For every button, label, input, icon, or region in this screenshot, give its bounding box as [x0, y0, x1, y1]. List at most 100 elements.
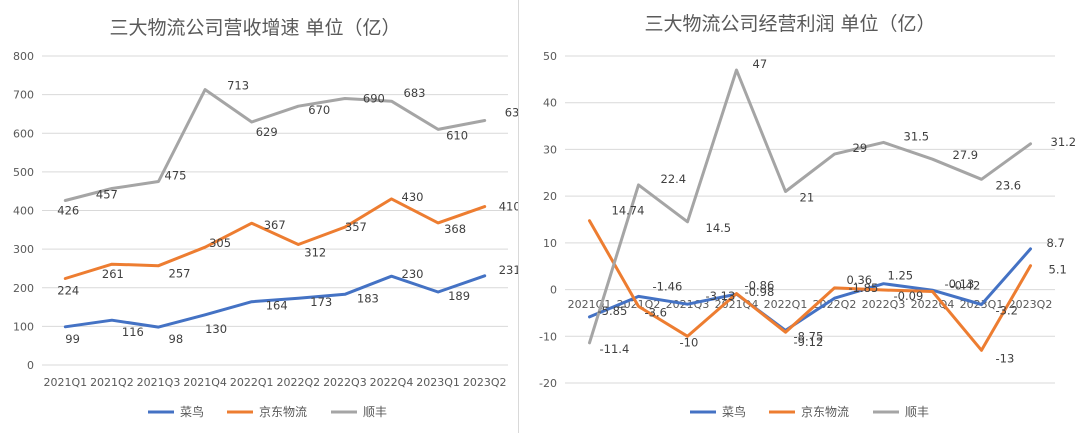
data-label: 99	[65, 332, 80, 346]
data-label: 164	[266, 299, 288, 313]
data-label: -0.98	[745, 285, 775, 299]
data-label: 633	[505, 106, 518, 120]
chart-title: 三大物流公司经营利润 单位（亿）	[644, 13, 935, 35]
data-label: -3.6	[645, 305, 667, 319]
data-label: 14.74	[612, 204, 645, 218]
data-label: 690	[363, 91, 385, 105]
data-label: 31.5	[904, 129, 930, 143]
data-label: 8.7	[1047, 236, 1065, 250]
chart-title: 三大物流公司营收增速 单位（亿）	[109, 17, 400, 39]
x-tick-label: 2022Q2	[276, 376, 320, 389]
x-tick-label: 2022Q3	[862, 298, 906, 311]
x-tick-label: 2022Q4	[911, 298, 955, 311]
data-label: 410	[499, 200, 518, 214]
data-label: 610	[446, 128, 468, 142]
y-tick-label: 200	[13, 282, 34, 295]
series-line-3	[588, 68, 1032, 345]
y-tick-label: 300	[13, 243, 34, 256]
data-label: -0.13	[945, 277, 975, 291]
data-label: 457	[96, 187, 118, 201]
y-tick-label: 50	[543, 50, 557, 63]
data-label: 98	[169, 332, 184, 346]
x-tick-label: 2023Q2	[463, 376, 507, 389]
x-tick-label: 2023Q2	[1009, 298, 1053, 311]
data-label: 5.1	[1049, 263, 1067, 277]
data-label: 47	[753, 57, 768, 71]
y-tick-label: 100	[13, 320, 34, 333]
y-tick-label: 0	[27, 359, 34, 372]
data-label: 21	[800, 190, 815, 204]
x-tick-label: 2022Q1	[764, 298, 808, 311]
legend-label: 顺丰	[905, 405, 929, 419]
data-label: 14.5	[706, 221, 732, 235]
y-tick-label: 800	[13, 50, 34, 63]
x-tick-label: 2021Q1	[43, 376, 87, 389]
data-label: 261	[102, 267, 124, 281]
data-label: -1.46	[653, 279, 683, 293]
y-tick-label: 400	[13, 205, 34, 218]
data-label: 430	[402, 190, 424, 204]
legend-label: 京东物流	[259, 405, 307, 419]
x-tick-label: 2022Q1	[230, 376, 274, 389]
series-line-1	[63, 274, 487, 329]
data-label: 475	[165, 169, 187, 183]
y-tick-label: 20	[543, 190, 557, 203]
data-label: -8.75	[794, 329, 824, 343]
data-label: 231	[499, 263, 518, 277]
legend-label: 顺丰	[363, 405, 387, 419]
data-label: -9.12	[794, 335, 824, 349]
y-tick-label: 0	[550, 284, 557, 297]
series-line-2	[63, 197, 487, 280]
data-label: 130	[205, 322, 227, 336]
data-label: 224	[57, 283, 79, 297]
y-tick-label: 500	[13, 166, 34, 179]
x-tick-label: 2023Q1	[416, 376, 460, 389]
data-label: 173	[310, 295, 332, 309]
series-line-1	[588, 247, 1032, 332]
data-label: 1.25	[888, 269, 914, 283]
x-tick-label: 2021Q2	[90, 376, 134, 389]
data-label: 426	[57, 203, 79, 217]
data-label: 183	[357, 291, 379, 305]
data-label: -0.86	[745, 279, 775, 293]
data-label: 22.4	[661, 172, 687, 186]
legend-label: 菜鸟	[722, 404, 746, 419]
data-label: 27.9	[953, 148, 979, 162]
x-tick-label: 2021Q4	[183, 376, 227, 389]
x-tick-label: 2021Q3	[137, 376, 181, 389]
y-tick-label: 30	[543, 143, 557, 156]
legend-label: 菜鸟	[180, 404, 204, 419]
data-label: 368	[444, 222, 466, 236]
data-label: -0.42	[951, 279, 981, 293]
data-label: -13	[996, 351, 1015, 365]
data-label: 305	[209, 236, 231, 250]
x-tick-label: 2022Q4	[370, 376, 414, 389]
data-label: 0.36	[847, 273, 873, 287]
data-label: -1.85	[849, 281, 879, 295]
y-tick-label: 40	[543, 97, 557, 110]
y-tick-label: -20	[539, 377, 557, 390]
data-label: 31.2	[1051, 135, 1077, 149]
data-label: -11.4	[600, 342, 630, 356]
data-label: 257	[169, 267, 191, 281]
data-label: -5.85	[598, 304, 628, 318]
x-tick-label: 2022Q3	[323, 376, 367, 389]
legend-label: 京东物流	[801, 405, 849, 419]
profit-chart-panel: 三大物流公司经营利润 单位（亿） -20 -10 0 10 20 30 40 50 2021Q1 2…	[520, 0, 1080, 433]
y-tick-label: 700	[13, 89, 34, 102]
data-label: -0.09	[894, 289, 924, 303]
data-label: 29	[853, 141, 868, 155]
y-tick-label: -10	[539, 330, 557, 343]
x-tick-label: 2022Q2	[813, 298, 857, 311]
data-label: 189	[448, 289, 470, 303]
data-label: 629	[256, 125, 278, 139]
revenue-line-chart: 三大物流公司营收增速 单位（亿） 0 100 200 300 400 500 600 700 80…	[13, 17, 518, 419]
data-label: 670	[308, 103, 330, 117]
y-tick-label: 600	[13, 127, 34, 140]
data-label: -3.13	[706, 289, 736, 303]
revenue-chart-panel: 三大物流公司营收增速 单位（亿） 0 100 200 300 400 500 600 700 80…	[0, 0, 519, 433]
series-line-3	[63, 88, 487, 202]
data-label: -10	[680, 335, 699, 349]
data-label: 713	[227, 79, 249, 93]
